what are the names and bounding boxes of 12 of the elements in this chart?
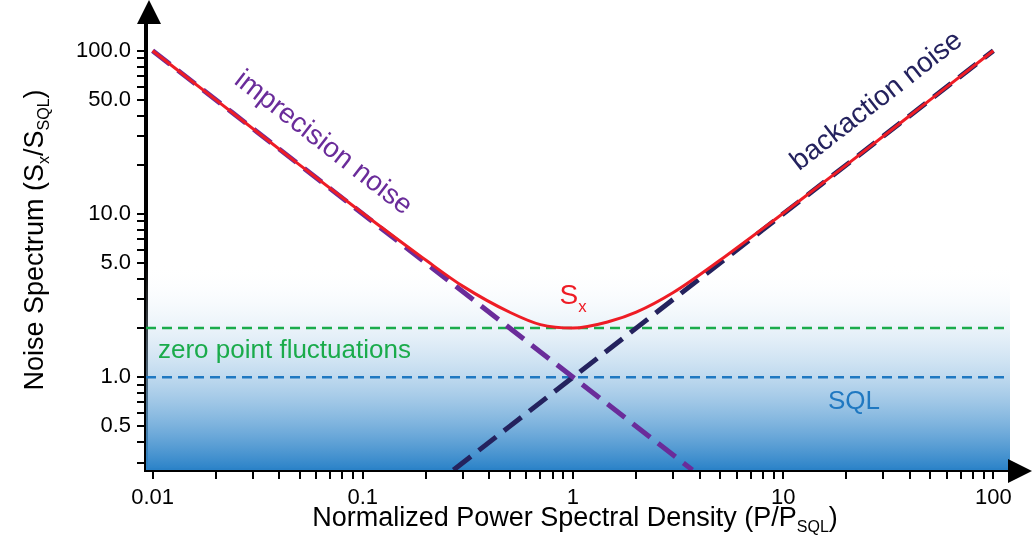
y-tick-label: 5.0 bbox=[100, 249, 131, 275]
y-tick-label: 100.0 bbox=[75, 36, 131, 62]
y-tick-label: 1.0 bbox=[100, 363, 131, 389]
y-tick-label: 50.0 bbox=[88, 85, 131, 111]
ref-line-label: zero point fluctuations bbox=[158, 334, 411, 365]
x-tick-label: 0.1 bbox=[347, 484, 379, 510]
x-tick-label: 1 bbox=[566, 484, 580, 510]
y-tick-label: 10.0 bbox=[88, 200, 131, 226]
y-tick-label: 0.5 bbox=[100, 412, 131, 438]
x-tick-label: 100 bbox=[975, 484, 1012, 510]
ref-line-label: SQL bbox=[827, 385, 881, 416]
x-tick-label: 0.01 bbox=[131, 484, 175, 510]
